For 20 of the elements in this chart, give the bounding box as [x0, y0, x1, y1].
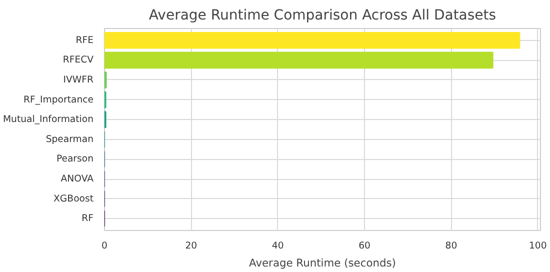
- x-tick-label: 100: [528, 240, 547, 252]
- y-tick-label: RFECV: [62, 54, 94, 66]
- x-tick-label: 80: [445, 240, 458, 252]
- y-tick-label: Spearman: [46, 134, 94, 145]
- bar: [104, 52, 494, 69]
- x-tick-label: 0: [102, 240, 108, 252]
- y-tick-label: Pearson: [56, 154, 94, 165]
- bar: [104, 32, 520, 49]
- x-tick-label: 40: [272, 240, 284, 252]
- x-tick-label: 20: [185, 240, 198, 252]
- y-tick-label: XGBoost: [54, 193, 94, 204]
- chart-title: Average Runtime Comparison Across All Datasets: [148, 8, 496, 24]
- y-tick-label: Mutual_Information: [3, 114, 94, 126]
- y-tick-label: IVWFR: [63, 74, 94, 86]
- y-tick-label: RFE: [76, 34, 94, 46]
- y-tick-label: RF: [82, 213, 94, 224]
- y-tick-label: ANOVA: [60, 174, 94, 185]
- y-tick-label: RF_Importance: [24, 94, 94, 106]
- x-tick-label: 60: [358, 240, 371, 252]
- x-axis-title: Average Runtime (seconds): [249, 256, 396, 270]
